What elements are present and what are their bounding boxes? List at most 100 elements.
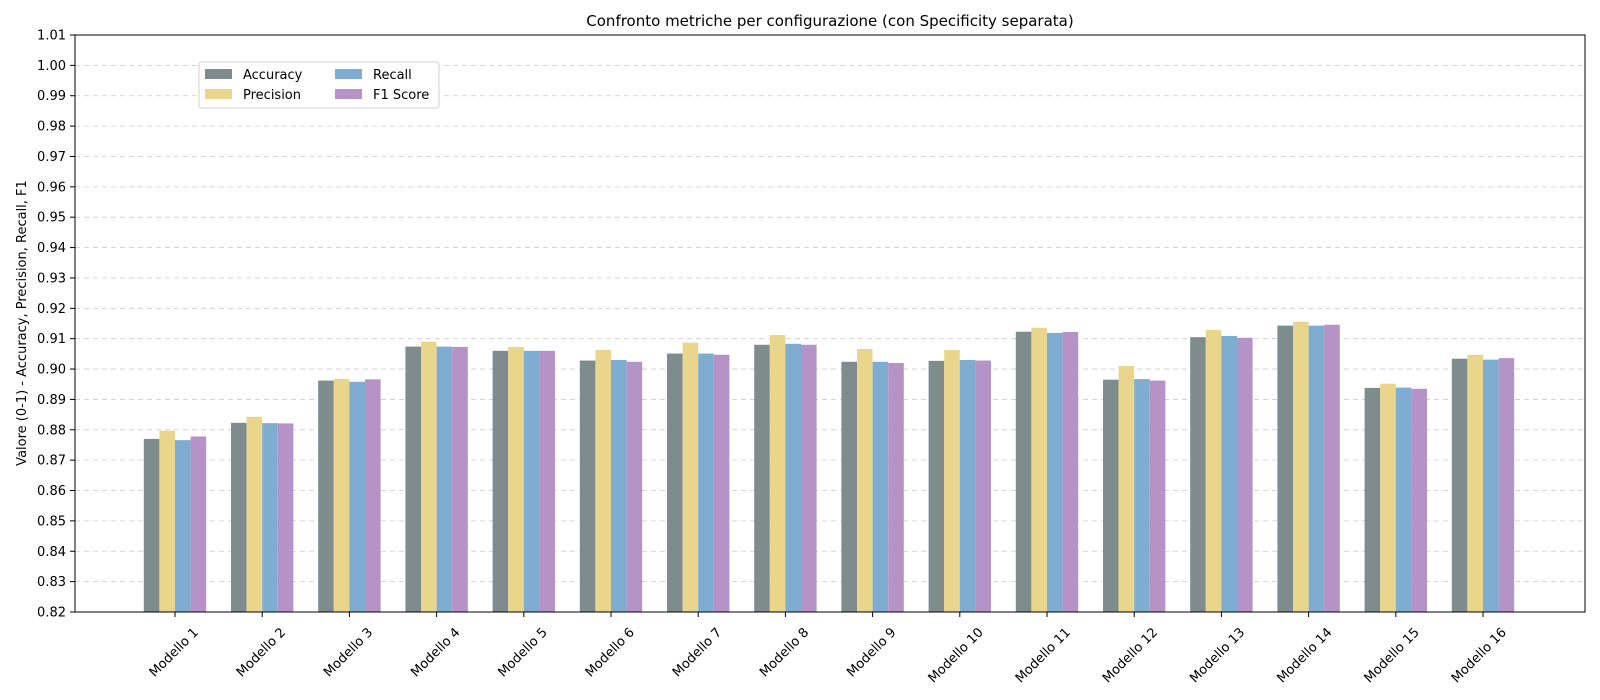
- legend-swatch-f1-score: [335, 89, 362, 99]
- x-tick-label: Modello 8: [757, 625, 812, 680]
- bar-accuracy-7: [667, 353, 683, 612]
- x-tick-label: Modello 5: [495, 625, 550, 680]
- bar-f1-score-10: [975, 360, 991, 612]
- grid-lines: [75, 34, 1585, 583]
- bar-precision-16: [1467, 354, 1483, 612]
- bar-precision-5: [508, 346, 524, 612]
- bar-recall-6: [611, 359, 627, 612]
- y-tick-label: 0.82: [37, 606, 66, 621]
- bar-recall-7: [698, 353, 714, 612]
- y-tick-label: 0.96: [37, 180, 66, 195]
- legend-box: [198, 61, 440, 109]
- y-tick-label: 0.98: [37, 120, 66, 135]
- bar-recall-11: [1047, 332, 1063, 612]
- bar-f1-score-11: [1062, 332, 1079, 612]
- y-tick-label: 0.92: [37, 302, 66, 317]
- bar-recall-12: [1134, 379, 1150, 612]
- chart-title: Confronto metriche per configurazione (c…: [586, 12, 1073, 30]
- y-tick-label: 0.85: [37, 514, 66, 529]
- y-tick-label: 0.83: [37, 575, 66, 590]
- bar-f1-score-8: [801, 344, 817, 612]
- bar-f1-score-7: [713, 354, 730, 612]
- legend-label: Accuracy: [243, 68, 303, 83]
- x-tick-label: Modello 3: [321, 625, 376, 680]
- y-tick-label: 0.88: [37, 423, 66, 438]
- y-axis-ticks: 0.82 0.83 0.84 0.85 0.86 0.87 0.88 0.89 0.90 0.91…: [37, 29, 75, 621]
- bar-accuracy-1: [143, 438, 160, 612]
- x-tick-label: Modello 12: [1100, 625, 1161, 686]
- y-tick-label: 0.95: [37, 211, 66, 226]
- bar-recall-9: [872, 361, 889, 612]
- y-tick-label: 0.86: [37, 484, 66, 499]
- x-tick-label: Modello 2: [234, 625, 289, 680]
- x-tick-label: Modello 14: [1274, 625, 1335, 686]
- bar-f1-score-12: [1149, 380, 1166, 612]
- bar-accuracy-14: [1277, 325, 1293, 612]
- legend-label: Recall: [373, 68, 412, 83]
- bars: [143, 321, 1515, 612]
- x-tick-label: Modello 15: [1362, 625, 1423, 686]
- bar-accuracy-4: [405, 346, 421, 612]
- bar-recall-15: [1395, 387, 1412, 612]
- bar-recall-14: [1308, 325, 1325, 612]
- bar-accuracy-9: [841, 361, 857, 612]
- bar-precision-10: [944, 349, 960, 612]
- bar-precision-1: [159, 430, 175, 612]
- legend-swatch-precision: [205, 89, 232, 99]
- y-tick-label: 0.89: [37, 393, 66, 408]
- bar-f1-score-3: [365, 379, 381, 612]
- x-tick-label: Modello 1: [147, 625, 202, 680]
- x-tick-label: Modello 16: [1449, 625, 1510, 686]
- bar-precision-9: [857, 349, 873, 612]
- legend-swatch-recall: [335, 69, 362, 79]
- y-axis-label: Valore (0-1) - Accuracy, Precision, Reca…: [15, 180, 30, 466]
- y-tick-label: 1.01: [37, 29, 66, 44]
- bar-accuracy-8: [754, 344, 770, 612]
- bar-f1-score-16: [1498, 358, 1515, 612]
- bar-f1-score-14: [1324, 324, 1340, 612]
- bar-recall-8: [785, 343, 801, 612]
- y-tick-label: 0.94: [37, 241, 66, 256]
- bar-accuracy-3: [318, 380, 334, 612]
- y-tick-label: 0.87: [37, 454, 66, 469]
- y-tick-label: 0.90: [37, 363, 66, 378]
- bar-recall-16: [1483, 359, 1499, 612]
- legend: Accuracy Precision Recall F1 Score: [198, 61, 440, 109]
- bar-f1-score-9: [888, 362, 904, 612]
- bar-precision-3: [333, 378, 350, 612]
- bar-precision-15: [1380, 383, 1396, 612]
- x-tick-label: Modello 4: [408, 625, 463, 680]
- x-axis-ticks: Modello 1 Modello 2 Modello 3 Modello 4 Mode…: [147, 612, 1510, 686]
- bar-precision-6: [595, 349, 611, 612]
- y-tick-label: 0.84: [37, 545, 66, 560]
- bar-accuracy-15: [1364, 387, 1381, 612]
- plot-frame: [74, 34, 1586, 613]
- bar-accuracy-10: [928, 360, 945, 612]
- bar-f1-score-15: [1411, 388, 1427, 612]
- bar-accuracy-6: [579, 360, 596, 612]
- legend-swatch-accuracy: [205, 69, 232, 79]
- y-tick-label: 0.91: [37, 332, 66, 347]
- bar-precision-14: [1293, 321, 1309, 612]
- bar-accuracy-12: [1103, 379, 1119, 612]
- y-tick-label: 1.00: [37, 59, 66, 74]
- bar-f1-score-2: [277, 423, 294, 612]
- y-tick-label: 0.93: [37, 271, 66, 286]
- bar-accuracy-11: [1015, 331, 1032, 612]
- bar-f1-score-1: [190, 436, 207, 612]
- bar-precision-2: [246, 416, 263, 612]
- bar-recall-10: [959, 359, 976, 612]
- y-tick-label: 0.97: [37, 150, 66, 165]
- legend-label: F1 Score: [373, 88, 429, 103]
- bar-recall-2: [262, 423, 278, 612]
- bar-accuracy-16: [1451, 358, 1468, 612]
- bar-recall-13: [1221, 335, 1237, 612]
- x-tick-label: Modello 10: [926, 625, 987, 686]
- bar-precision-7: [682, 342, 699, 612]
- x-tick-label: Modello 9: [844, 625, 899, 680]
- bar-f1-score-5: [539, 350, 555, 612]
- bar-precision-11: [1031, 327, 1047, 612]
- bar-precision-8: [769, 335, 786, 612]
- bar-recall-3: [349, 381, 365, 612]
